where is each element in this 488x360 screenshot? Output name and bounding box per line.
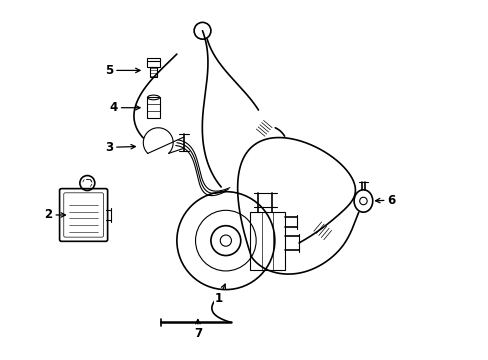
Text: 2: 2 (44, 208, 65, 221)
Text: 5: 5 (105, 64, 140, 77)
Text: 3: 3 (105, 141, 135, 154)
Text: 6: 6 (375, 194, 395, 207)
Circle shape (220, 235, 231, 246)
Text: 4: 4 (110, 101, 140, 114)
Text: 1: 1 (214, 284, 225, 305)
Text: 7: 7 (193, 319, 202, 341)
